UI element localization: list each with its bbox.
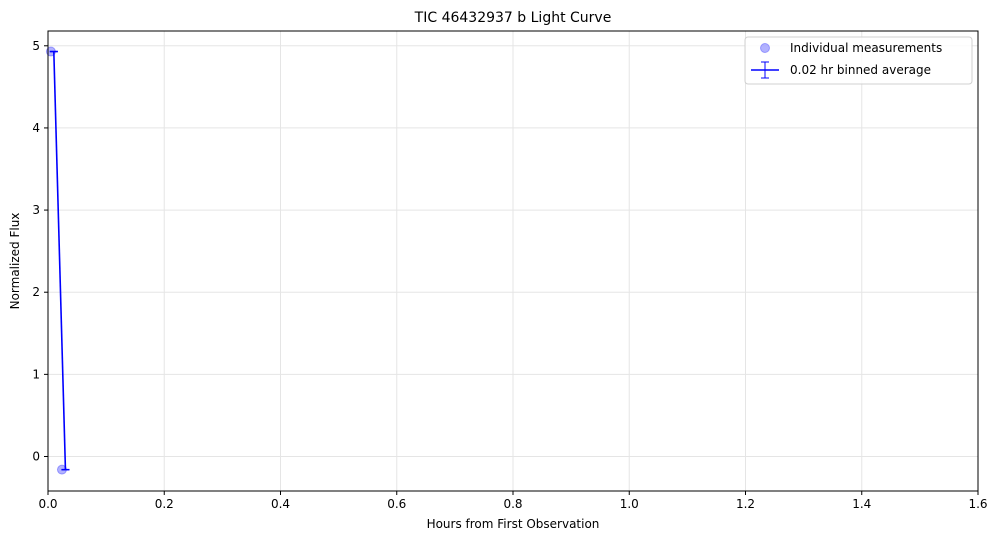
legend-marker-points: [760, 43, 770, 53]
x-tick-label: 0.8: [503, 497, 522, 511]
x-tick-label: 0.0: [38, 497, 57, 511]
y-axis-label: Normalized Flux: [8, 213, 22, 310]
legend: Individual measurements 0.02 hr binned a…: [744, 36, 973, 85]
y-tick-label: 0: [32, 450, 40, 464]
x-tick-label: 0.2: [155, 497, 174, 511]
y-tick-label: 3: [32, 203, 40, 217]
legend-box: [744, 36, 973, 85]
legend-label-errorbar: 0.02 hr binned average: [790, 63, 931, 77]
x-axis-label: Hours from First Observation: [427, 517, 600, 531]
y-tick-label: 2: [32, 285, 40, 299]
binned-average-line: [53, 51, 67, 470]
x-tick-label: 1.4: [852, 497, 871, 511]
y-tick-label: 4: [32, 121, 40, 135]
y-tick-label: 1: [32, 367, 40, 381]
y-tick-label: 5: [32, 39, 40, 53]
data-layer: [45, 46, 70, 475]
tick-layer: 0.0 0.2 0.4 0.6 0.8 1.0 1.2 1.4 1.6 0 1 2 3 4 5: [32, 39, 987, 511]
grid-layer: [47, 31, 979, 491]
legend-label-points: Individual measurements: [790, 41, 942, 55]
x-tick-label: 1.6: [968, 497, 987, 511]
x-tick-label: 0.6: [387, 497, 406, 511]
x-tick-label: 1.2: [736, 497, 755, 511]
x-tick-label: 1.0: [620, 497, 639, 511]
legend-marker-errorbar: [751, 61, 779, 79]
chart-title: TIC 46432937 b Light Curve: [414, 10, 612, 26]
x-tick-label: 0.4: [271, 497, 290, 511]
